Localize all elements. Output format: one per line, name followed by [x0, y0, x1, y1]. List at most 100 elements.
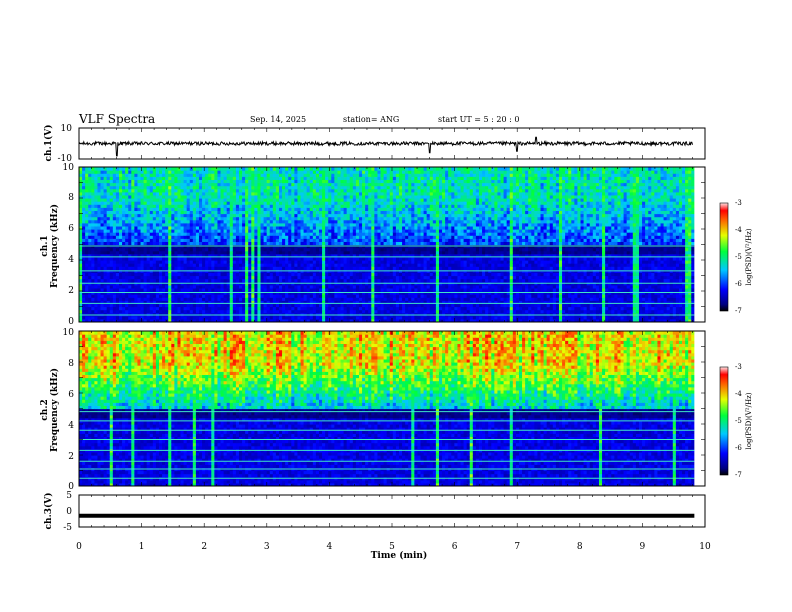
- spectrogram-cell: [79, 213, 83, 218]
- spectrogram-cell: [198, 229, 203, 233]
- spectrogram-cell: [245, 167, 249, 171]
- spectrogram-cell: [325, 250, 329, 255]
- spectrogram-cell: [294, 238, 299, 242]
- spectrogram-cell: [285, 256, 289, 261]
- spectrogram-cell: [140, 260, 145, 264]
- spectrogram-cell: [248, 260, 252, 264]
- spectrogram-cell: [242, 287, 246, 292]
- spectrogram-cell: [266, 318, 271, 322]
- spectrogram-cell: [82, 318, 86, 322]
- spectrogram-cell: [358, 250, 363, 255]
- spectrogram-cell: [149, 201, 154, 205]
- spectrogram-cell: [165, 253, 169, 258]
- spectrogram-cell: [312, 278, 317, 283]
- spectrogram-cell: [251, 238, 255, 242]
- spectrogram-cell: [337, 247, 342, 252]
- spectrogram-cell: [94, 201, 99, 205]
- spectrogram-cell: [346, 303, 351, 308]
- spectrogram-cell: [331, 256, 335, 261]
- spectrogram-cell: [374, 229, 379, 233]
- spectrogram-cell: [189, 275, 194, 280]
- spectrogram-cell: [371, 272, 375, 277]
- spectrogram-cell: [306, 287, 311, 292]
- spectrogram-cell: [103, 294, 108, 298]
- spectrogram-cell: [112, 201, 117, 205]
- spectrogram-cell: [248, 256, 252, 261]
- spectrogram-cell: [186, 182, 191, 187]
- spectrogram-cell: [362, 194, 366, 199]
- spectrogram-cell: [334, 210, 339, 215]
- spectrogram-cell: [214, 275, 219, 280]
- spectrogram-cell: [371, 198, 375, 202]
- spectrogram-cell: [306, 191, 311, 196]
- spectrogram-cell: [202, 287, 206, 292]
- spectrogram-cell: [189, 303, 194, 308]
- spectrogram-cell: [340, 225, 345, 230]
- spectrogram-cell: [278, 250, 283, 255]
- spectrogram-cell: [349, 303, 354, 308]
- spectrogram-cell: [143, 275, 148, 280]
- spectrogram-cell: [285, 306, 289, 311]
- spectrogram-cell: [235, 253, 240, 258]
- spectrogram-cell: [131, 232, 135, 236]
- spectrogram-cell: [79, 318, 83, 322]
- spectrogram-cell: [131, 198, 135, 202]
- spectrogram-cell: [88, 167, 92, 171]
- spectrogram-cell: [198, 241, 203, 246]
- spectrogram-cell: [128, 256, 132, 261]
- spectrogram-cell: [349, 210, 354, 215]
- spectrogram-cell: [100, 198, 105, 202]
- spectrogram-cell: [112, 210, 117, 215]
- spectrogram-cell: [318, 272, 323, 277]
- spectrogram-cell: [374, 185, 379, 190]
- spectrogram-cell: [115, 210, 120, 215]
- spectrogram-cell: [365, 204, 369, 208]
- spectrogram-cell: [100, 260, 105, 264]
- spectrogram-cell: [346, 260, 351, 264]
- spectrogram-cell: [146, 185, 151, 190]
- spectrogram-cell: [94, 318, 99, 322]
- spectrogram-cell: [82, 204, 86, 208]
- spectrogram-cell: [128, 238, 132, 242]
- spectrogram-cell: [352, 182, 357, 187]
- spectrogram-cell: [214, 222, 219, 227]
- spectrogram-cell: [282, 198, 286, 202]
- spectrogram-cell: [365, 278, 369, 283]
- spectrogram-cell: [223, 253, 228, 258]
- spectrogram-cell: [300, 266, 305, 270]
- spectrogram-cell: [331, 300, 335, 304]
- spectrogram-cell: [155, 278, 160, 283]
- spectrogram-cell: [205, 287, 209, 292]
- spectrogram-cell: [103, 222, 108, 227]
- spectrogram-cell: [119, 176, 123, 180]
- spectrogram-cell: [260, 272, 265, 277]
- spectrogram-cell: [266, 241, 271, 246]
- spectrogram-cell: [192, 256, 197, 261]
- spectrogram-cell: [229, 250, 234, 255]
- spectrogram-cell: [140, 284, 145, 289]
- spectrogram-cell: [340, 309, 345, 314]
- spectrogram-cell: [288, 309, 292, 314]
- spectrogram-cell: [263, 198, 268, 202]
- spectrogram-cell: [294, 247, 299, 252]
- spectrogram-cell: [365, 250, 369, 255]
- spectrogram-cell: [217, 207, 222, 211]
- spectrogram-cell: [100, 300, 105, 304]
- spectrogram-cell: [374, 309, 379, 314]
- spectrogram-cell: [91, 216, 95, 221]
- spectrogram-cell: [238, 250, 243, 255]
- spectrogram-cell: [312, 185, 317, 190]
- spectrogram-cell: [128, 204, 132, 208]
- spectrogram-cell: [152, 275, 157, 280]
- spectrogram-cell: [171, 303, 175, 308]
- spectrogram-cell: [288, 303, 292, 308]
- spectrogram-cell: [152, 294, 157, 298]
- spectrogram-cell: [371, 216, 375, 221]
- spectrogram-cell: [238, 247, 243, 252]
- spectrogram-cell: [294, 170, 299, 174]
- spectrogram-cell: [195, 191, 200, 196]
- spectrogram-cell: [294, 303, 299, 308]
- spectrogram-cell: [285, 284, 289, 289]
- spectrogram-cell: [94, 260, 99, 264]
- spectrogram-cell: [192, 176, 197, 180]
